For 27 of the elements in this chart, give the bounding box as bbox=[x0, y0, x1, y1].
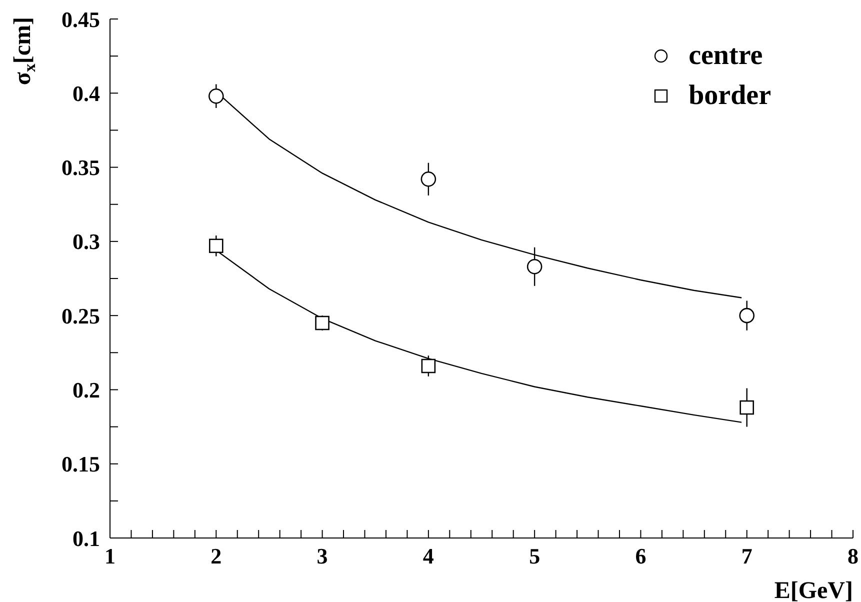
legend-label: centre bbox=[688, 40, 763, 72]
y-tick-label: 0.35 bbox=[62, 155, 100, 180]
point bbox=[315, 316, 330, 330]
point bbox=[740, 400, 754, 415]
y-tick-label: 0.45 bbox=[62, 6, 100, 32]
y-tick-label: 0.1 bbox=[72, 526, 100, 551]
x-tick-label: 2 bbox=[210, 544, 222, 569]
y-tick-label: 0.15 bbox=[62, 452, 100, 477]
point bbox=[421, 358, 436, 374]
x-tick-label: 1 bbox=[104, 544, 116, 569]
x-tick-label: 6 bbox=[635, 544, 646, 569]
y-tick-label: 0.25 bbox=[62, 303, 100, 328]
y-tick-label: 0.4 bbox=[72, 80, 100, 106]
point bbox=[208, 88, 224, 104]
point bbox=[739, 308, 755, 324]
x-tick-label: 5 bbox=[529, 544, 540, 569]
x-tick-label: 4 bbox=[422, 544, 434, 569]
x-axis-title: E[GeV] bbox=[774, 578, 853, 602]
point bbox=[420, 172, 436, 187]
legend-label: border bbox=[688, 80, 771, 112]
y-tick-label: 0.3 bbox=[72, 229, 100, 254]
point bbox=[526, 258, 542, 274]
y-tick-label: 0.2 bbox=[72, 378, 100, 403]
x-tick-label: 3 bbox=[316, 544, 328, 569]
x-tick-label: 8 bbox=[848, 544, 858, 569]
point bbox=[208, 238, 224, 254]
x-tick-label: 7 bbox=[741, 544, 752, 569]
